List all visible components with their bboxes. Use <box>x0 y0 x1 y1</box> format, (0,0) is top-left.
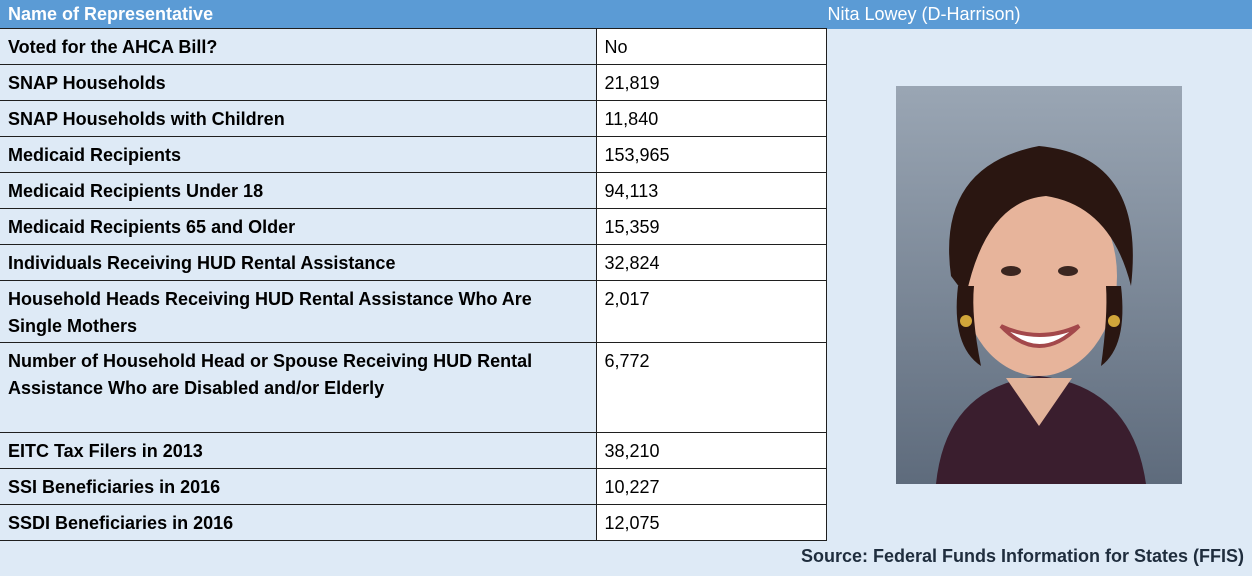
row-value: 32,824 <box>596 245 826 281</box>
portrait-photo <box>896 86 1182 484</box>
row-value: 6,772 <box>596 343 826 433</box>
row-label: Voted for the AHCA Bill? <box>0 29 596 65</box>
source-note: Source: Federal Funds Information for St… <box>0 541 1252 576</box>
row-value: 2,017 <box>596 281 826 343</box>
row-value: No <box>596 29 826 65</box>
row-label: SSI Beneficiaries in 2016 <box>0 469 596 505</box>
page: {"header": {"title": "Name of Representa… <box>0 0 1252 575</box>
photo-cell <box>826 29 1252 541</box>
header-row: Name of Representative Nita Lowey (D-Har… <box>0 0 1252 29</box>
row-label: Number of Household Head or Spouse Recei… <box>0 343 596 433</box>
representative-name: Nita Lowey (D-Harrison) <box>596 0 1252 29</box>
row-value: 11,840 <box>596 101 826 137</box>
row-label: EITC Tax Filers in 2013 <box>0 433 596 469</box>
row-label: Individuals Receiving HUD Rental Assista… <box>0 245 596 281</box>
row-value: 38,210 <box>596 433 826 469</box>
row-value: 21,819 <box>596 65 826 101</box>
row-value: 153,965 <box>596 137 826 173</box>
representative-table: Name of Representative Nita Lowey (D-Har… <box>0 0 1252 576</box>
source-row: Source: Federal Funds Information for St… <box>0 541 1252 576</box>
header-title: Name of Representative <box>0 0 596 29</box>
row-value: 15,359 <box>596 209 826 245</box>
row-label: SNAP Households <box>0 65 596 101</box>
row-label: Medicaid Recipients Under 18 <box>0 173 596 209</box>
row-value: 10,227 <box>596 469 826 505</box>
row-value: 94,113 <box>596 173 826 209</box>
row-label: Medicaid Recipients <box>0 137 596 173</box>
row-label: Household Heads Receiving HUD Rental Ass… <box>0 281 596 343</box>
row-label: SNAP Households with Children <box>0 101 596 137</box>
row-label: SSDI Beneficiaries in 2016 <box>0 505 596 541</box>
row-value: 12,075 <box>596 505 826 541</box>
data-row: Voted for the AHCA Bill?No <box>0 29 1252 65</box>
row-label: Medicaid Recipients 65 and Older <box>0 209 596 245</box>
